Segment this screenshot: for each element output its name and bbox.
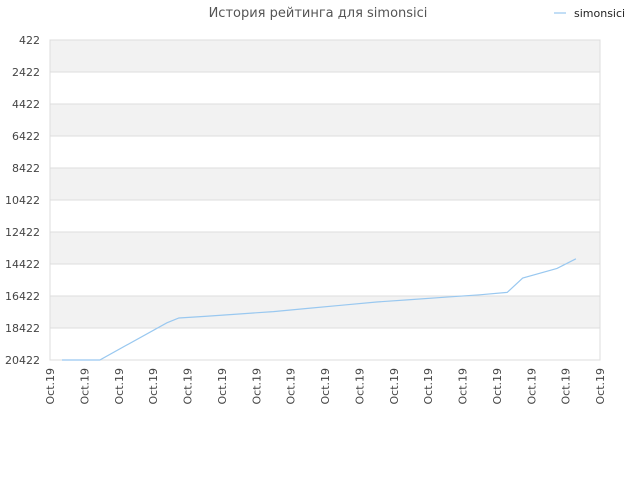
x-tick-label: Oct.19 <box>319 368 332 405</box>
y-tick-label: 10422 <box>5 194 40 207</box>
plot-band <box>50 168 600 200</box>
x-tick-label: Oct.19 <box>285 368 298 405</box>
x-tick-label: Oct.19 <box>388 368 401 405</box>
x-tick-label: Oct.19 <box>560 368 573 405</box>
y-tick-label: 20422 <box>5 354 40 367</box>
x-tick-label: Oct.19 <box>422 368 435 405</box>
series-line-simonsici <box>62 258 577 361</box>
y-axis-ticks: 422 2422 4422 6422 8422 10422 12422 14422 16422 1… <box>5 34 40 367</box>
x-tick-label: Oct.19 <box>182 368 195 405</box>
legend: simonsici <box>554 7 625 20</box>
chart-title: История рейтинга для simonsici <box>209 6 428 21</box>
y-tick-label: 16422 <box>5 290 40 303</box>
y-tick-label: 6422 <box>12 130 40 143</box>
x-tick-label: Oct.19 <box>216 368 229 405</box>
y-tick-label: 8422 <box>12 162 40 175</box>
x-tick-label: Oct.19 <box>491 368 504 405</box>
plot-frame <box>49 39 601 361</box>
y-tick-label: 12422 <box>5 226 40 239</box>
plot-band <box>50 104 600 136</box>
x-tick-label: Oct.19 <box>113 368 126 405</box>
x-tick-label: Oct.19 <box>457 368 470 405</box>
x-tick-label: Oct.19 <box>594 368 607 405</box>
y-tick-label: 14422 <box>5 258 40 271</box>
x-tick-label: Oct.19 <box>44 368 57 405</box>
x-tick-label: Oct.19 <box>78 368 91 405</box>
x-tick-label: Oct.19 <box>353 368 366 405</box>
plot-band <box>50 232 600 264</box>
y-tick-label: 4422 <box>12 98 40 111</box>
y-tick-label: 422 <box>19 34 40 47</box>
x-axis-ticks: Oct.19 Oct.19 Oct.19 Oct.19 Oct.19 Oct.19 Oct.… <box>44 368 607 405</box>
series-layer <box>62 258 577 361</box>
plot-band <box>50 40 600 72</box>
x-tick-label: Oct.19 <box>525 368 538 405</box>
y-tick-label: 2422 <box>12 66 40 79</box>
plot-band <box>50 296 600 328</box>
plot-bands <box>50 40 600 328</box>
legend-label: simonsici <box>574 7 625 20</box>
x-tick-label: Oct.19 <box>250 368 263 405</box>
y-tick-label: 18422 <box>5 322 40 335</box>
x-tick-label: Oct.19 <box>147 368 160 405</box>
